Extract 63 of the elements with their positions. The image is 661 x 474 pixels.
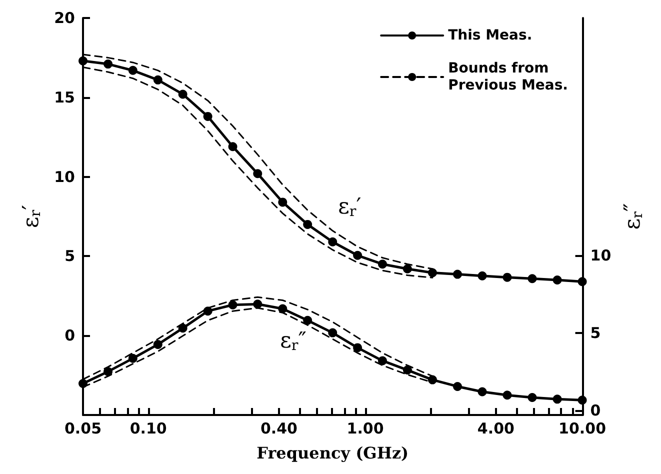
x-tick-label: 1.00 bbox=[346, 420, 384, 438]
point bbox=[104, 367, 113, 376]
point bbox=[452, 382, 462, 391]
y2-tick-label: 10 bbox=[590, 246, 612, 264]
point bbox=[502, 272, 512, 282]
y-tick-label: 0 bbox=[64, 326, 75, 345]
x-tick-label: 4.00 bbox=[477, 420, 514, 438]
point bbox=[253, 300, 262, 309]
legend-label: Bounds from Previous Meas. bbox=[448, 60, 568, 94]
point bbox=[278, 304, 288, 314]
point bbox=[478, 271, 487, 280]
point bbox=[153, 340, 162, 349]
y2-tick-label: 5 bbox=[590, 324, 601, 342]
point bbox=[328, 237, 338, 246]
y-tick-label: 20 bbox=[54, 9, 75, 27]
point bbox=[128, 354, 138, 363]
point bbox=[528, 392, 537, 402]
point bbox=[178, 90, 188, 99]
point bbox=[578, 396, 587, 405]
point bbox=[78, 379, 88, 388]
point bbox=[303, 220, 312, 229]
point bbox=[428, 268, 437, 278]
point bbox=[178, 324, 188, 333]
y-tick-label: 10 bbox=[54, 168, 75, 186]
x-tick-label: 0.05 bbox=[64, 420, 102, 438]
point bbox=[428, 375, 437, 384]
point bbox=[502, 390, 512, 400]
point bbox=[528, 274, 537, 284]
point bbox=[78, 56, 88, 66]
point bbox=[104, 60, 113, 69]
point bbox=[153, 75, 162, 84]
point bbox=[353, 250, 362, 260]
point bbox=[228, 142, 238, 152]
point bbox=[552, 276, 562, 285]
point bbox=[328, 328, 338, 338]
point bbox=[402, 366, 412, 375]
y-axis-title: εr′ bbox=[18, 204, 44, 228]
point bbox=[203, 306, 212, 316]
y2-axis-title: εr″ bbox=[620, 203, 646, 230]
point bbox=[452, 270, 462, 279]
point bbox=[578, 277, 587, 286]
point bbox=[203, 112, 212, 121]
y-tick-label: 5 bbox=[64, 247, 75, 266]
point bbox=[378, 260, 387, 269]
point bbox=[478, 387, 487, 396]
annotation: εr″ bbox=[280, 328, 306, 354]
point bbox=[228, 300, 238, 310]
x-axis-title: Frequency (GHz) bbox=[256, 444, 409, 462]
point bbox=[353, 343, 362, 352]
y2-tick-label: 0 bbox=[590, 401, 601, 420]
point bbox=[378, 356, 387, 366]
x-tick-label: 0.40 bbox=[260, 420, 298, 438]
point bbox=[253, 169, 262, 178]
point bbox=[128, 66, 138, 75]
x-tick-label: 0.10 bbox=[130, 420, 167, 438]
legend-label: This Meas. bbox=[448, 28, 532, 44]
point bbox=[303, 316, 312, 325]
x-tick-label: 10.00 bbox=[558, 420, 606, 438]
y-tick-label: 15 bbox=[54, 88, 75, 106]
point bbox=[402, 264, 412, 274]
point bbox=[552, 394, 562, 404]
point bbox=[278, 198, 288, 207]
annotation: εr′ bbox=[338, 194, 362, 220]
